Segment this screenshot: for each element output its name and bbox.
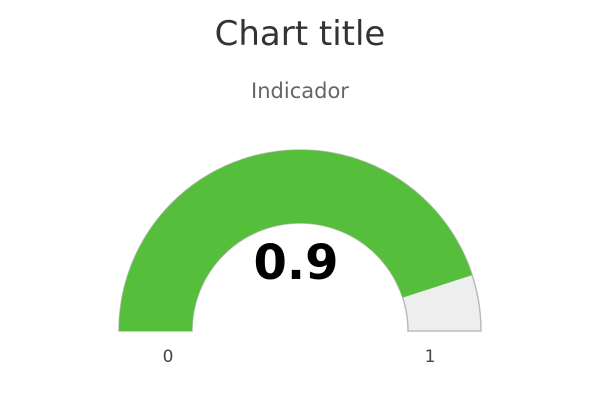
gauge-value-label: 0.9	[253, 235, 338, 291]
gauge-value-band	[119, 150, 473, 331]
gauge-min-label: 0	[163, 347, 174, 367]
chart-title: Chart title	[214, 14, 386, 54]
chart-subtitle: Indicador	[251, 79, 349, 103]
gauge-max-label: 1	[425, 347, 436, 367]
